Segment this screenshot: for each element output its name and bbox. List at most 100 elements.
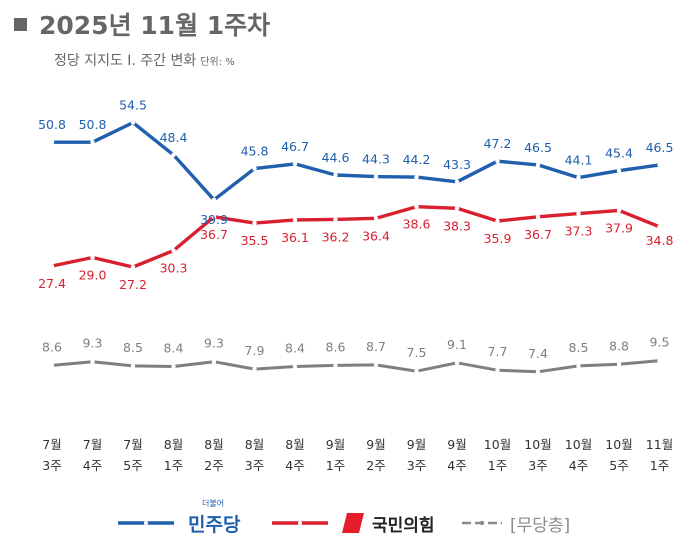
data-point-minju — [373, 174, 379, 179]
value-label-ppp: 35.5 — [241, 233, 269, 248]
value-label-minju: 45.4 — [605, 146, 633, 161]
value-label-minju: 39.9 — [200, 212, 228, 227]
title-block: 2025년 11월 1주차 — [14, 6, 270, 42]
value-label-none: 8.7 — [366, 339, 386, 354]
data-point-ppp — [576, 211, 581, 216]
data-point-ppp — [495, 218, 500, 224]
x-tick-month: 8월 — [245, 437, 264, 452]
value-label-minju: 50.8 — [38, 117, 66, 132]
data-point-minju — [616, 168, 622, 173]
value-label-minju: 47.2 — [484, 136, 512, 151]
value-label-ppp: 36.2 — [322, 229, 350, 244]
x-tick-week: 5주 — [609, 458, 628, 473]
value-label-none: 8.8 — [609, 338, 629, 353]
data-point-minju — [90, 140, 95, 145]
value-label-minju: 44.6 — [322, 150, 350, 165]
value-label-ppp: 27.4 — [38, 276, 66, 291]
data-point-minju — [130, 120, 136, 125]
x-tick-week: 4주 — [569, 458, 588, 473]
value-label-none: 8.4 — [285, 341, 305, 356]
value-label-none: 7.4 — [528, 346, 548, 361]
value-label-minju: 44.2 — [403, 152, 431, 167]
data-point-minju — [49, 140, 55, 145]
data-point-ppp — [49, 263, 55, 269]
x-tick-week: 1주 — [164, 458, 183, 473]
value-label-ppp: 38.6 — [403, 217, 431, 232]
value-label-ppp: 36.4 — [362, 228, 390, 243]
x-tick-week: 1주 — [488, 458, 507, 473]
data-point-none — [414, 369, 419, 374]
value-label-none: 9.1 — [447, 337, 467, 352]
legend-label-minju: 민주당 — [188, 513, 241, 536]
data-point-ppp — [171, 248, 176, 253]
data-point-ppp — [333, 217, 338, 222]
value-label-ppp: 36.1 — [281, 230, 309, 245]
x-tick-month: 7월 — [83, 437, 102, 452]
x-tick-month: 7월 — [42, 437, 61, 452]
value-label-minju: 44.1 — [565, 153, 593, 168]
value-label-none: 7.9 — [245, 343, 265, 358]
value-label-none: 8.6 — [42, 339, 62, 354]
x-tick-month: 10월 — [565, 437, 592, 452]
series-line-none — [50, 359, 661, 374]
x-tick-month: 10월 — [605, 437, 632, 452]
value-label-none: 9.3 — [204, 336, 224, 351]
data-point-minju — [576, 175, 581, 180]
value-label-ppp: 36.7 — [200, 227, 228, 242]
x-tick-week: 1주 — [650, 458, 669, 473]
legend-label-none: [무당층] — [510, 515, 571, 536]
unit-label: 단위: % — [200, 57, 235, 68]
data-point-none — [333, 363, 338, 368]
data-point-minju — [292, 161, 298, 167]
value-label-ppp: 37.9 — [605, 220, 633, 235]
data-point-ppp — [616, 208, 622, 213]
data-point-ppp — [252, 220, 257, 226]
value-label-ppp: 38.3 — [443, 218, 471, 233]
x-tick-week: 5주 — [123, 458, 142, 473]
data-point-none — [252, 366, 257, 372]
chart-subtitle: 정당 지지도 Ⅰ. 주간 변화 단위: % — [54, 50, 235, 70]
data-point-none — [495, 368, 500, 373]
value-label-ppp: 35.9 — [484, 231, 512, 246]
data-point-none — [292, 364, 298, 369]
value-label-none: 8.5 — [569, 340, 589, 355]
value-label-minju: 45.8 — [241, 144, 269, 159]
line-chart: 50.8 50.8 54.5 48.4 39.9 45.8 46.7 44.6 44.3 44.2… — [38, 98, 673, 473]
data-point-ppp — [535, 214, 541, 219]
x-tick-week: 3주 — [528, 458, 547, 473]
legend-line-ppp-icon — [272, 521, 328, 525]
x-tick-month: 9월 — [326, 437, 345, 452]
x-tick-week: 4주 — [83, 458, 102, 473]
value-label-minju: 44.3 — [362, 152, 390, 167]
value-label-minju: 46.7 — [281, 139, 309, 154]
value-label-none: 8.4 — [164, 341, 184, 356]
data-point-minju — [657, 162, 662, 168]
data-point-ppp — [373, 216, 379, 221]
data-point-ppp — [90, 255, 95, 260]
value-labels: 50.8 50.8 54.5 48.4 39.9 45.8 46.7 44.6 44.3 44.2… — [38, 98, 673, 361]
legend-item-none: [무당층] — [462, 506, 570, 540]
x-tick-month: 7월 — [123, 437, 142, 452]
data-point-ppp — [454, 206, 460, 211]
title-square-icon — [14, 17, 27, 31]
data-point-none — [576, 363, 581, 369]
value-label-none: 8.5 — [123, 340, 143, 355]
legend-minju-superscript: 더불어 — [202, 498, 225, 508]
data-point-minju — [252, 166, 257, 171]
value-label-minju: 46.5 — [524, 140, 552, 155]
data-point-ppp — [130, 264, 136, 270]
x-tick-week: 4주 — [285, 458, 304, 473]
legend-item-ppp: 국민의힘 — [272, 506, 435, 540]
x-tick-month: 9월 — [407, 437, 426, 452]
value-label-ppp: 27.2 — [119, 277, 147, 292]
x-tick-week: 4주 — [447, 458, 466, 473]
x-tick-week: 2주 — [366, 458, 385, 473]
data-point-minju — [454, 179, 460, 184]
data-point-none — [535, 369, 541, 374]
x-tick-month: 8월 — [164, 437, 183, 452]
series-line-ppp — [50, 204, 662, 269]
x-tick-week: 3주 — [407, 458, 426, 473]
x-tick-month: 8월 — [204, 437, 223, 452]
legend-item-minju: 더불어 민주당 — [118, 499, 241, 540]
value-label-ppp: 29.0 — [79, 268, 107, 283]
